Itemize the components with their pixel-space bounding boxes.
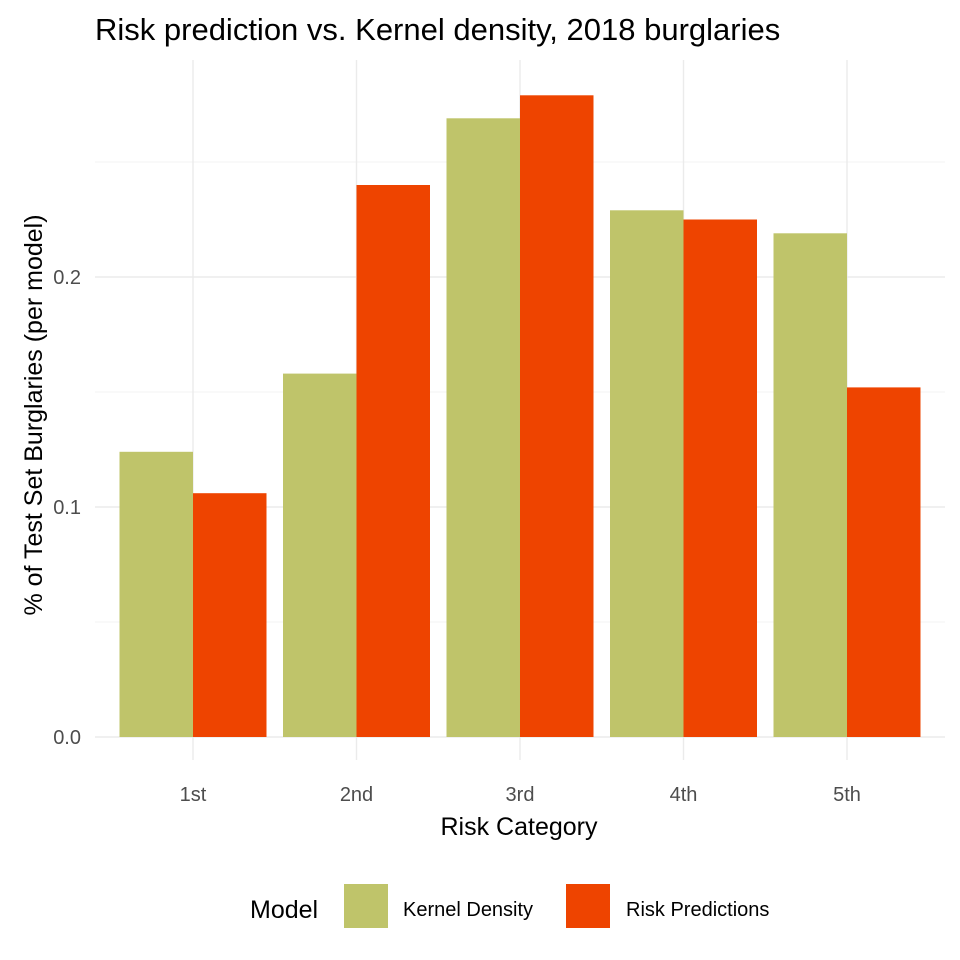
x-tick-label: 1st xyxy=(180,784,207,806)
bar-kernel-density-5th xyxy=(773,233,847,738)
legend-label-kernel-density: Kernel Density xyxy=(403,899,533,921)
bar-risk-predictions-5th xyxy=(847,387,921,737)
x-tick-label: 2nd xyxy=(340,784,373,806)
legend-label-risk-predictions: Risk Predictions xyxy=(626,899,769,921)
x-axis-ticks: 1st 2nd 3rd 4th 5th xyxy=(180,784,861,806)
bar-risk-predictions-2nd xyxy=(356,185,430,737)
legend: Model Kernel Density Risk Predictions xyxy=(250,884,769,928)
y-tick-label: 0.1 xyxy=(53,497,81,519)
x-tick-label: 4th xyxy=(670,784,698,806)
bar-risk-predictions-3rd xyxy=(520,95,594,738)
y-axis-ticks: 0.0 0.1 0.2 xyxy=(53,267,81,749)
chart-title: Risk prediction vs. Kernel density, 2018… xyxy=(95,12,780,47)
legend-key-risk-predictions xyxy=(566,884,610,928)
bar-risk-predictions-1st xyxy=(193,493,267,737)
legend-key-kernel-density xyxy=(344,884,388,928)
x-tick-label: 5th xyxy=(833,784,861,806)
bar-kernel-density-2nd xyxy=(283,373,357,737)
bar-kernel-density-3rd xyxy=(446,118,520,738)
legend-title: Model xyxy=(250,896,318,924)
y-tick-label: 0.2 xyxy=(53,267,81,289)
x-axis-title: Risk Category xyxy=(441,813,598,841)
bar-kernel-density-1st xyxy=(119,451,193,737)
bars xyxy=(119,95,921,738)
y-tick-label: 0.0 xyxy=(53,727,81,749)
y-axis-title: % of Test Set Burglaries (per model) xyxy=(20,214,48,615)
bar-risk-predictions-4th xyxy=(683,219,757,737)
x-tick-label: 3rd xyxy=(506,784,535,806)
bar-kernel-density-4th xyxy=(610,210,684,738)
